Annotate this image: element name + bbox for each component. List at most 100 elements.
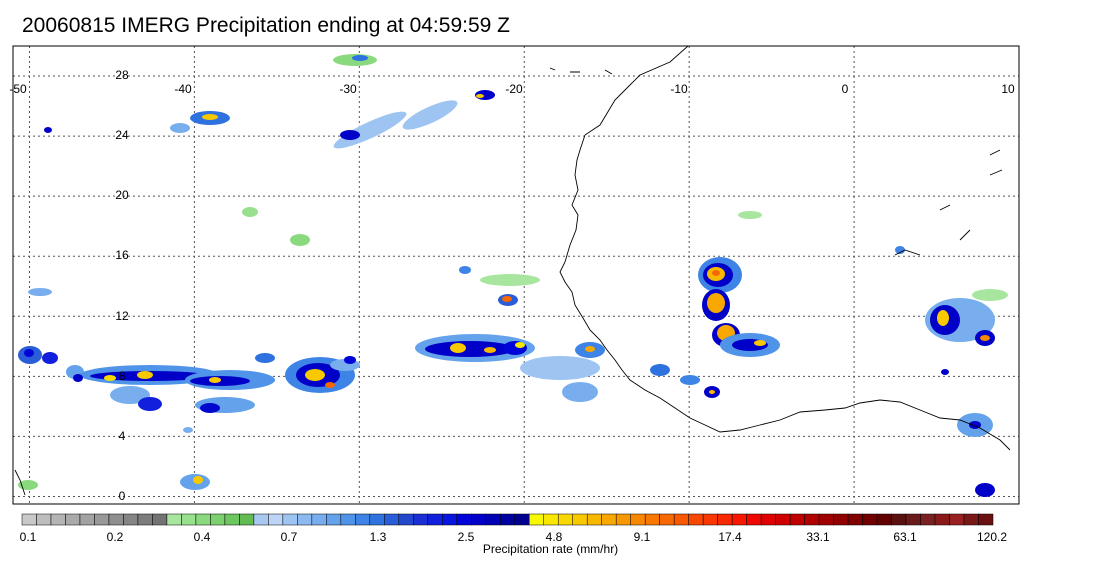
colorbar-swatch — [326, 513, 342, 526]
colorbar-swatch — [702, 513, 718, 526]
colorbar-swatch — [268, 513, 284, 526]
colorbar-swatch — [760, 513, 776, 526]
colorbar-swatch — [528, 513, 544, 526]
colorbar-swatch — [789, 513, 805, 526]
colorbar-swatch — [239, 513, 255, 526]
colorbar-swatch — [543, 513, 559, 526]
colorbar-swatch — [79, 513, 95, 526]
coastline — [14, 46, 1011, 496]
longitude-labels: -50 -40 -30 -20 -10 0 10 — [9, 82, 1015, 96]
colorbar-swatch — [862, 513, 878, 526]
lat-label: 24 — [115, 128, 129, 142]
lat-label: 28 — [115, 68, 129, 82]
colorbar-caption: Precipitation rate (mm/hr) — [482, 542, 619, 556]
colorbar-swatch — [557, 513, 573, 526]
colorbar-swatch — [485, 513, 501, 526]
colorbar-swatch — [369, 513, 385, 526]
colorbar-tick-label: 120.2 — [977, 530, 1007, 544]
colorbar-swatch — [50, 513, 66, 526]
lon-label: -10 — [670, 82, 688, 96]
colorbar-swatch — [847, 513, 863, 526]
colorbar-swatch — [963, 513, 979, 526]
colorbar-swatch — [876, 513, 892, 526]
colorbar-swatch — [65, 513, 81, 526]
colorbar-swatch — [688, 513, 704, 526]
lon-label: -20 — [505, 82, 523, 96]
map-frame — [12, 45, 1020, 505]
colorbar-swatch — [94, 513, 110, 526]
lon-label: -50 — [9, 82, 27, 96]
colorbar-swatch — [891, 513, 907, 526]
colorbar-swatch — [659, 513, 675, 526]
colorbar-swatch — [253, 513, 269, 526]
colorbar-swatch — [152, 513, 168, 526]
colorbar-swatch — [181, 513, 197, 526]
lat-label: 20 — [115, 188, 129, 202]
colorbar — [21, 513, 994, 526]
rain-band-south — [18, 427, 210, 490]
lat-label: 4 — [119, 429, 126, 443]
colorbar-swatch — [36, 513, 52, 526]
colorbar-swatch — [21, 513, 37, 526]
colorbar-swatch — [456, 513, 472, 526]
precipitation-layer — [18, 54, 1008, 497]
storm-cluster-east — [698, 211, 780, 357]
lat-label: 16 — [115, 248, 129, 262]
colorbar-swatch — [934, 513, 950, 526]
colorbar-swatch — [905, 513, 921, 526]
colorbar-tick-label: 1.3 — [370, 530, 387, 544]
colorbar-swatch — [978, 513, 994, 526]
colorbar-swatch — [804, 513, 820, 526]
colorbar-swatch — [630, 513, 646, 526]
colorbar-tick-label: 0.2 — [107, 530, 124, 544]
colorbar-tick-label: 33.1 — [806, 530, 830, 544]
map-title: 20060815 IMERG Precipitation ending at 0… — [22, 14, 510, 37]
colorbar-swatch — [775, 513, 791, 526]
colorbar-swatch — [601, 513, 617, 526]
colorbar-swatch — [717, 513, 733, 526]
colorbar-tick-label: 9.1 — [634, 530, 651, 544]
colorbar-swatch — [471, 513, 487, 526]
rain-band-far-east — [895, 246, 1008, 497]
colorbar-swatch — [818, 513, 834, 526]
colorbar-swatch — [514, 513, 530, 526]
lon-label: -40 — [174, 82, 192, 96]
lon-label: 10 — [1001, 82, 1015, 96]
rain-band-central — [415, 266, 720, 402]
colorbar-swatch — [572, 513, 588, 526]
colorbar-swatch — [108, 513, 124, 526]
colorbar-swatch — [282, 513, 298, 526]
colorbar-labels: 0.1 0.2 0.4 0.7 1.3 2.5 4.8 9.1 17.4 33.… — [20, 530, 1008, 544]
colorbar-swatch — [166, 513, 182, 526]
latitude-labels: 28 24 20 16 12 8 4 0 — [115, 68, 129, 503]
lat-label: 12 — [115, 309, 129, 323]
colorbar-tick-label: 4.8 — [546, 530, 563, 544]
lon-label: 0 — [842, 82, 849, 96]
colorbar-swatch — [398, 513, 414, 526]
lon-label: -30 — [339, 82, 357, 96]
colorbar-swatch — [949, 513, 965, 526]
colorbar-swatch — [427, 513, 443, 526]
colorbar-swatch — [355, 513, 371, 526]
colorbar-swatch — [384, 513, 400, 526]
colorbar-tick-label: 0.4 — [194, 530, 211, 544]
colorbar-swatch — [413, 513, 429, 526]
colorbar-swatch — [137, 513, 153, 526]
colorbar-swatch — [615, 513, 631, 526]
colorbar-swatch — [500, 513, 515, 526]
colorbar-swatch — [731, 513, 747, 526]
colorbar-swatch — [340, 513, 356, 526]
colorbar-swatch — [442, 513, 458, 526]
colorbar-swatch — [123, 513, 139, 526]
colorbar-tick-label: 0.1 — [20, 530, 37, 544]
lat-label: 0 — [119, 489, 126, 503]
lat-label: 8 — [119, 369, 126, 383]
rain-band-north — [28, 54, 495, 296]
colorbar-swatch — [746, 513, 762, 526]
colorbar-swatch — [195, 513, 211, 526]
rain-band-west — [18, 346, 360, 413]
colorbar-swatch — [833, 513, 849, 526]
colorbar-tick-label: 0.7 — [281, 530, 298, 544]
colorbar-tick-label: 2.5 — [458, 530, 475, 544]
